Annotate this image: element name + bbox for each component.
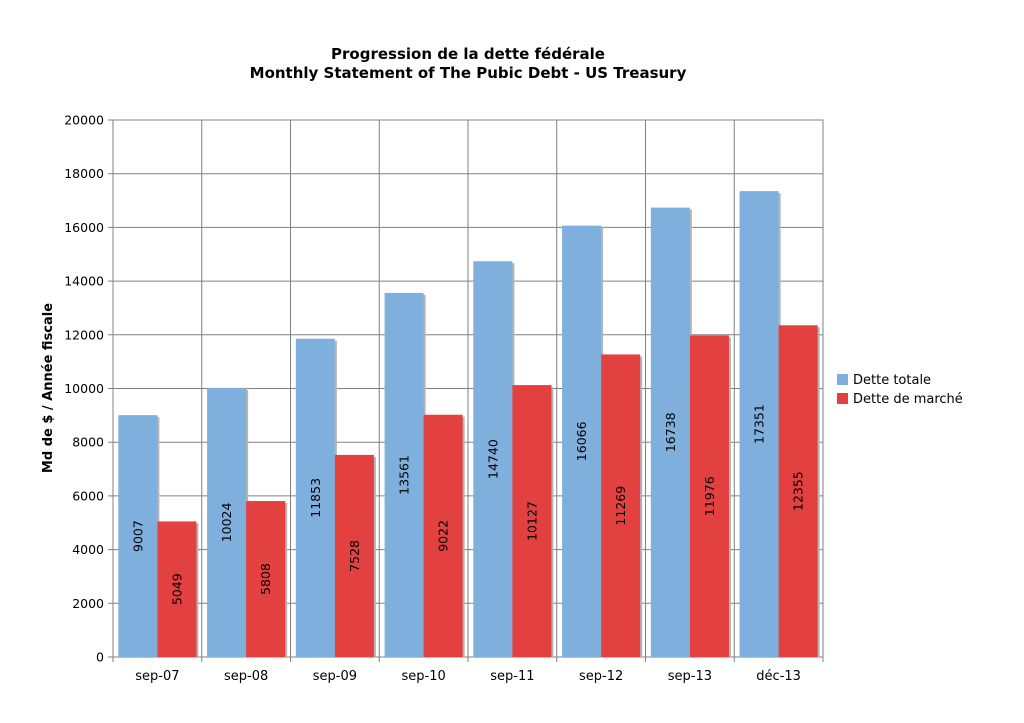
bar [650,207,690,657]
y-tick-label: 10000 [64,381,104,396]
data-label: 7528 [347,540,362,572]
data-label: 5049 [169,573,184,605]
data-label: 12355 [791,471,806,511]
bar [601,354,641,657]
y-tick-label: 16000 [64,220,104,235]
y-ticks: 0 2000 4000 6000 8000 10000 12000 14000 16000 180… [64,113,104,665]
bar [778,325,818,657]
legend-label: Dette totale [853,373,931,388]
chart-title: Progression de la dette fédérale [331,45,605,63]
data-label: 9022 [436,520,451,552]
data-label: 14740 [485,439,500,479]
legend: Dette totale Dette de marché [837,373,963,407]
bar [423,414,463,657]
y-tick-label: 4000 [72,542,104,557]
bar [739,191,779,657]
x-tick-label: sep-13 [668,669,712,684]
legend-swatch [837,393,848,404]
y-tick-label: 6000 [72,488,104,503]
bar [157,521,197,657]
legend-swatch [837,374,848,385]
data-label: 11853 [308,478,323,518]
data-label: 17351 [752,404,767,444]
y-tick-label: 2000 [72,596,104,611]
y-axis-label: Md de $ / Année fiscale [41,303,56,473]
x-tick-label: sep-12 [579,669,623,684]
y-tick-label: 14000 [64,274,104,289]
bar [246,501,286,657]
y-tick-label: 0 [96,650,104,665]
data-label: 16066 [574,421,589,461]
x-tick-label: sep-08 [224,669,268,684]
data-label: 11269 [613,486,628,526]
data-label: 13561 [397,455,412,495]
y-tick-label: 8000 [72,435,104,450]
x-tick-label: déc-13 [756,669,801,684]
x-tick-label: sep-09 [313,669,357,684]
bar [118,415,158,657]
data-label: 11976 [702,476,717,516]
data-label: 9007 [130,520,145,552]
y-tick-label: 18000 [64,166,104,181]
bar [689,335,729,657]
x-tick-label: sep-10 [401,669,445,684]
bar [473,261,513,657]
bar [384,292,424,657]
data-label: 5808 [258,563,273,595]
legend-label: Dette de marché [853,392,963,407]
bar [334,454,374,657]
bars: 9007 5049 10024 5808 11853 7528 13561 9022 14740… [118,191,820,657]
data-label: 10024 [219,502,234,542]
y-tick-label: 20000 [64,113,104,128]
bar [562,225,602,657]
y-tick-label: 12000 [64,327,104,342]
x-tick-label: sep-07 [135,669,179,684]
chart-subtitle: Monthly Statement of The Pubic Debt - US… [250,64,687,82]
x-categories: sep-07 sep-08 sep-09 sep-10 sep-11 sep-12 sep-… [135,669,801,684]
x-tick-label: sep-11 [490,669,534,684]
bar [512,385,552,657]
data-label: 10127 [524,501,539,541]
bar [295,338,335,657]
data-label: 16738 [663,412,678,452]
bar [207,387,247,657]
